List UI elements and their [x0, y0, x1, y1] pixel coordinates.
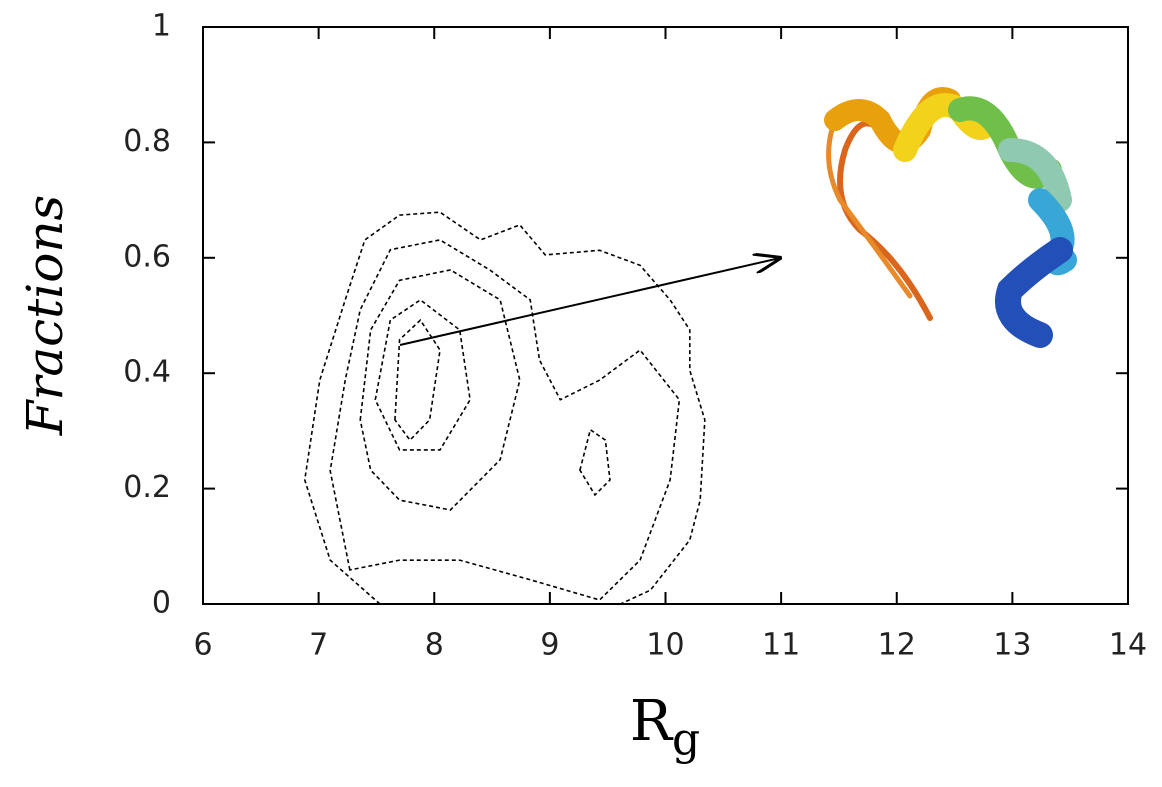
x-tick-label: 14: [1109, 628, 1147, 663]
y-tick-label: 1: [152, 9, 171, 44]
contour-line: [359, 269, 521, 511]
x-tick-label: 11: [762, 628, 800, 663]
x-label: R: [630, 689, 674, 754]
y-tick-label: 0.2: [123, 470, 171, 505]
x-label-subscript: g: [672, 714, 700, 765]
y-tick-label: 0.8: [123, 124, 171, 159]
x-tick-label: 13: [993, 628, 1031, 663]
x-tick-label: 10: [646, 628, 684, 663]
contour-line: [329, 239, 681, 601]
x-tick-label: 9: [540, 628, 559, 663]
contour-line: [579, 428, 611, 497]
x-tick-label: 8: [425, 628, 444, 663]
x-tick-label: 7: [309, 628, 328, 663]
y-tick-label: 0.4: [123, 355, 171, 390]
protein-ribbon: [824, 87, 1077, 348]
y-tick-label: 0: [152, 586, 171, 621]
y-tick-label: 0.6: [123, 239, 171, 274]
x-tick-label: 6: [193, 628, 212, 663]
contour-line: [374, 298, 471, 451]
contour-line: [394, 318, 441, 442]
y-axis-title: Fractions: [16, 195, 74, 436]
x-tick-label: 12: [878, 628, 916, 663]
arrow: [399, 258, 780, 346]
x-axis-title: Rg: [630, 689, 700, 765]
contour-line: [303, 211, 706, 605]
